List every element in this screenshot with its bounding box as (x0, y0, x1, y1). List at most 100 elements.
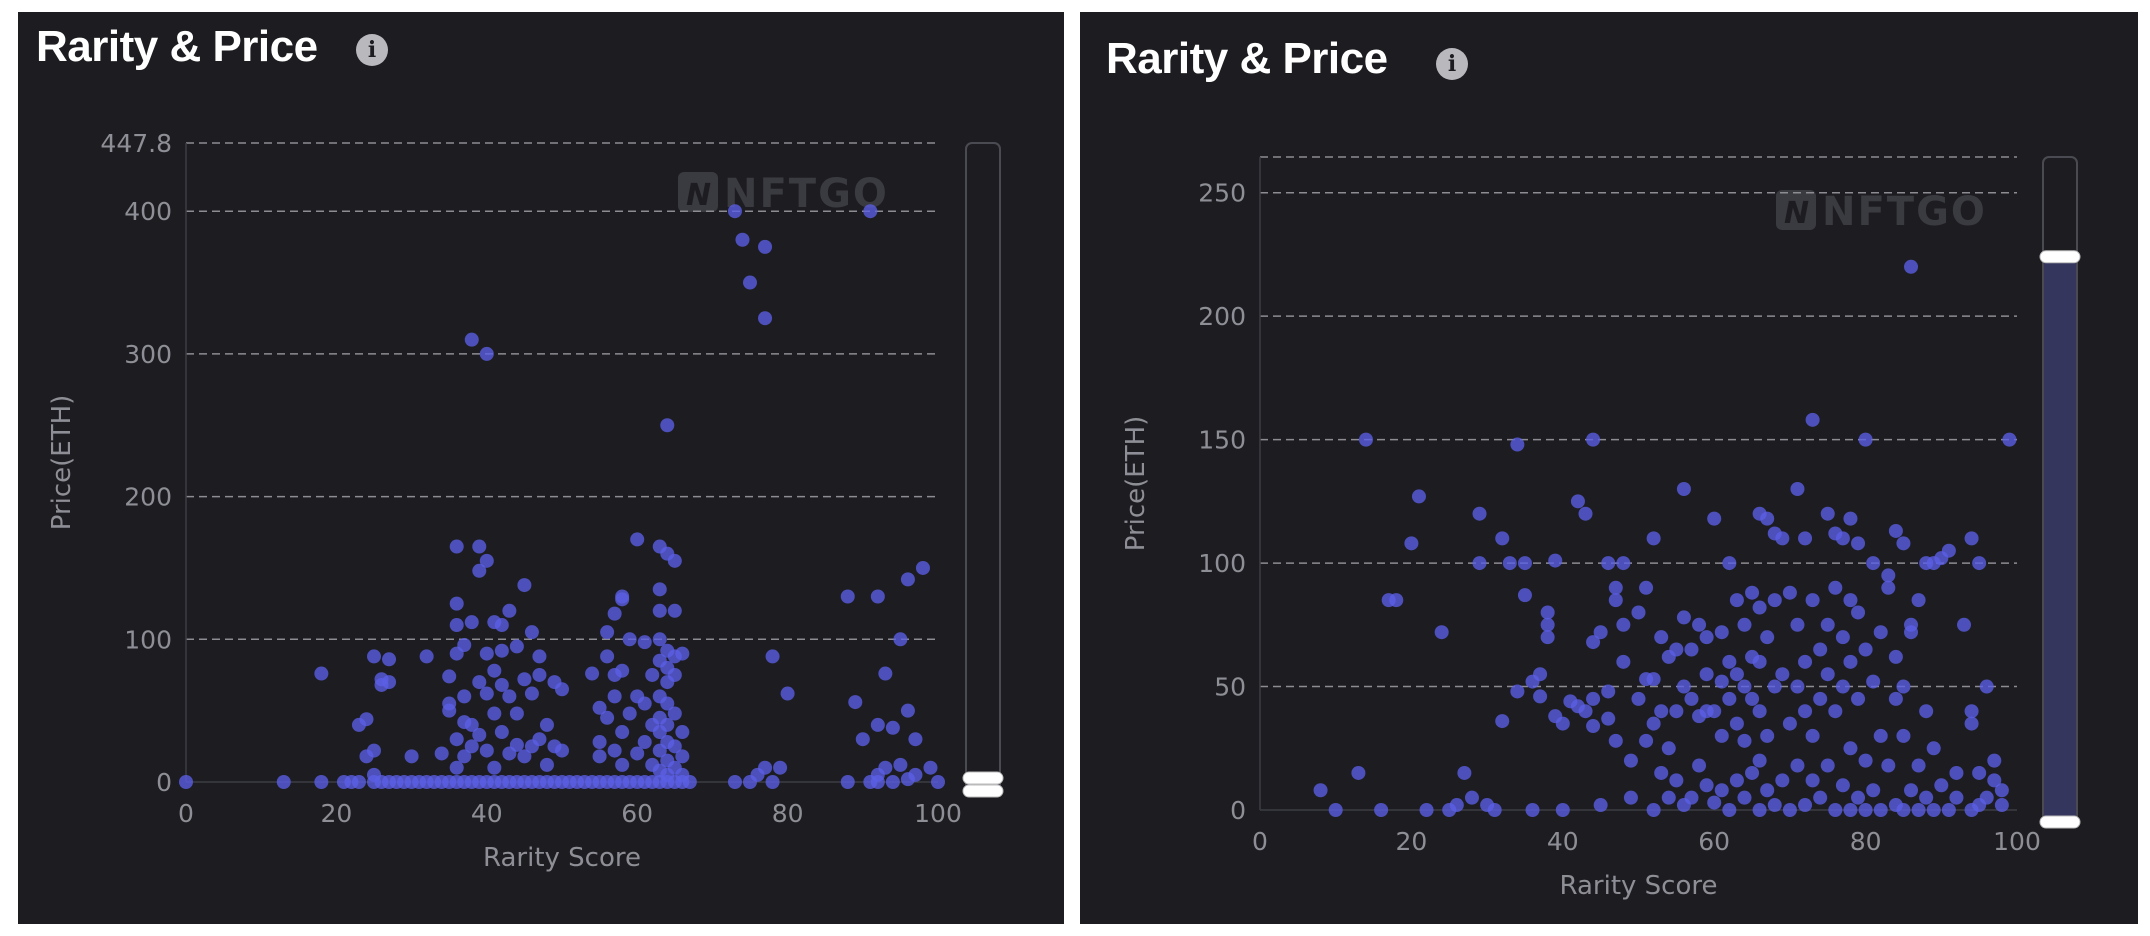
data-point (1608, 593, 1623, 608)
data-point (735, 232, 750, 247)
data-point (1646, 716, 1661, 731)
data-point (585, 666, 600, 681)
data-point (1760, 728, 1775, 743)
data-point (532, 732, 547, 747)
slider-handle-top[interactable] (962, 771, 1004, 785)
data-point (652, 603, 667, 618)
data-point (1358, 432, 1373, 447)
data-point (840, 775, 855, 789)
data-point (1994, 798, 2009, 813)
data-point (878, 760, 893, 775)
data-point (1904, 617, 1919, 632)
data-point (1737, 679, 1752, 694)
y-tick-label: 400 (124, 197, 172, 226)
y-tick-label: 150 (1198, 426, 1246, 455)
data-point (351, 775, 366, 789)
data-point (592, 700, 607, 715)
data-point (1881, 568, 1896, 583)
data-point (479, 743, 494, 758)
data-point (615, 757, 630, 772)
data-point (1919, 704, 1934, 719)
data-point (1555, 803, 1570, 817)
range-slider[interactable] (962, 142, 1004, 798)
data-point (1979, 790, 1994, 805)
info-icon[interactable]: i (356, 34, 388, 66)
data-point (1699, 630, 1714, 645)
data-point (382, 652, 397, 667)
data-point (464, 332, 479, 347)
data-point (682, 775, 697, 789)
data-point (908, 767, 923, 782)
chart-panel-right: Rarity & Price i N NFTGO 0 50 100 150 200 250 0 2… (1080, 12, 2138, 924)
data-point (840, 589, 855, 604)
slider-handle-top[interactable] (2039, 250, 2081, 264)
x-tick-label: 40 (471, 799, 503, 828)
range-slider[interactable] (2039, 156, 2081, 829)
x-axis-title: Rarity Score (483, 843, 641, 873)
data-point (517, 672, 532, 687)
data-point (1729, 593, 1744, 608)
data-point (1586, 635, 1601, 650)
data-point (1888, 649, 1903, 664)
data-point (479, 686, 494, 701)
info-icon[interactable]: i (1436, 48, 1468, 80)
data-point (1601, 556, 1616, 571)
data-point (555, 743, 569, 758)
slider-handle-bottom[interactable] (962, 784, 1004, 798)
scatter-chart: N NFTGO 0 100 200 300 400 447.8 0 20 40 60 80 100 Rari… (47, 129, 1004, 873)
data-point (1873, 625, 1888, 640)
data-point (1661, 741, 1676, 756)
data-point (652, 582, 667, 597)
data-point (1828, 704, 1843, 719)
data-point (1782, 803, 1797, 817)
data-point (660, 418, 675, 433)
data-point (1790, 617, 1805, 632)
data-point (1608, 580, 1623, 595)
data-point (1851, 536, 1866, 551)
data-point (1866, 556, 1881, 571)
data-point (1525, 803, 1540, 817)
data-point (637, 696, 652, 711)
data-point (645, 667, 660, 682)
data-point (1805, 728, 1820, 743)
data-point (1601, 684, 1616, 699)
data-point (1798, 798, 1813, 813)
data-point (1729, 667, 1744, 682)
data-point (1858, 642, 1873, 657)
data-point (622, 706, 637, 721)
data-point (472, 727, 487, 742)
x-tick-label: 80 (1850, 827, 1882, 856)
data-point (1911, 593, 1926, 608)
data-point (607, 606, 622, 621)
y-tick-label: 100 (1198, 549, 1246, 578)
data-point (419, 649, 434, 664)
data-point (878, 666, 893, 681)
data-point (758, 311, 773, 326)
data-point (1941, 543, 1956, 558)
data-point (1752, 600, 1767, 615)
data-point (1669, 642, 1684, 657)
data-point (1843, 654, 1858, 669)
data-point (1767, 593, 1782, 608)
data-point (1714, 783, 1729, 798)
y-tick-label: 447.8 (100, 129, 172, 158)
data-point (1684, 691, 1699, 706)
y-tick-label: 50 (1214, 673, 1246, 702)
data-point (1404, 536, 1419, 551)
slider-handle-bottom[interactable] (2039, 815, 2081, 829)
data-point (1775, 531, 1790, 546)
data-point (464, 717, 479, 732)
data-point (1722, 654, 1737, 669)
data-point (1669, 704, 1684, 719)
data-point (1517, 588, 1532, 603)
data-point (1904, 259, 1919, 274)
data-point (1631, 691, 1646, 706)
data-point (1820, 506, 1835, 521)
data-point (592, 749, 607, 764)
data-point (1533, 667, 1548, 682)
data-point (1760, 783, 1775, 798)
data-point (314, 775, 329, 789)
data-point (1593, 625, 1608, 640)
data-point (1411, 489, 1426, 504)
data-point (1790, 482, 1805, 496)
